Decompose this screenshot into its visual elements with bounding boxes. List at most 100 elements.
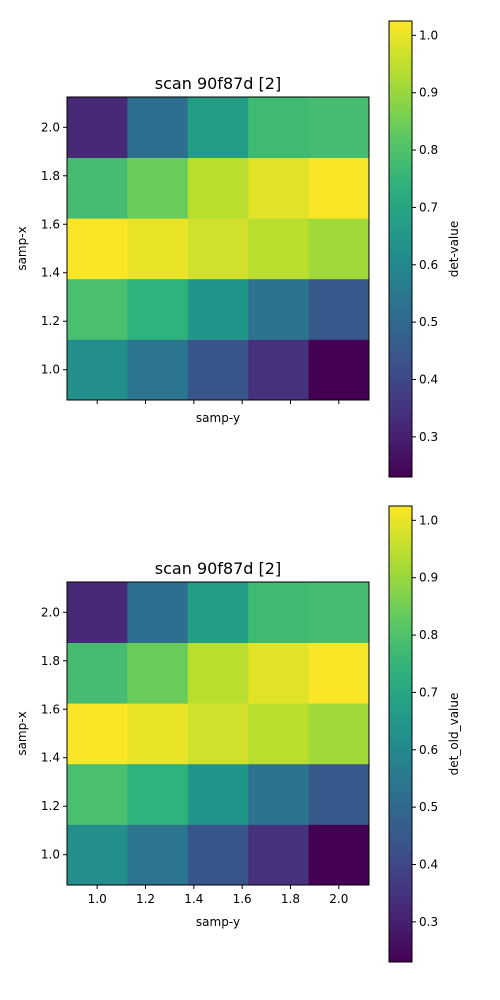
y-tick-label: 1.8 (41, 169, 60, 183)
heatmap-panel-1: 1.0 1.2 1.4 1.6 1.8 2.0 scan 90f87d [2] samp-y s… (15, 20, 461, 478)
colorbar: 0.3 0.4 0.5 0.6 0.7 0.8 0.9 1.0 det_old_value (388, 505, 461, 963)
chart-title: scan 90f87d [2] (155, 74, 281, 93)
x-tick-label: 1.4 (184, 892, 203, 906)
heatmap-cell (127, 339, 189, 401)
heatmap-cell (67, 278, 128, 340)
axes-frame (66, 96, 370, 401)
axes-frame (66, 581, 370, 886)
heatmap-cell (187, 97, 249, 158)
heatmap-cell (187, 278, 249, 340)
heatmap-cell (308, 582, 370, 643)
y-tick-label: 1.4 (41, 751, 60, 765)
colorbar: 0.3 0.4 0.5 0.6 0.7 0.8 0.9 1.0 det-value (388, 20, 461, 478)
heatmap-cell (248, 278, 309, 340)
heatmap-cell (187, 339, 249, 401)
y-axis-label: samp-x (15, 226, 29, 270)
heatmap-cell (67, 97, 128, 158)
heatmap-cell (308, 824, 370, 886)
heatmap-cell (127, 703, 189, 765)
heatmap-cell (248, 642, 309, 704)
colorbar-tick-label: 1.0 (419, 28, 438, 42)
heatmap-cell (248, 339, 309, 401)
heatmap-cell (248, 703, 309, 765)
heatmap-cell (308, 703, 370, 765)
heatmap-cell (67, 157, 128, 219)
colorbar-tick-label: 0.4 (419, 372, 438, 386)
y-tick-label: 1.8 (41, 654, 60, 668)
heatmap-cell (308, 278, 370, 340)
y-tick-label: 1.6 (41, 217, 60, 231)
chart-title: scan 90f87d [2] (155, 559, 281, 578)
heatmap-cell (67, 339, 128, 401)
colorbar-tick-label: 0.9 (419, 571, 438, 585)
heatmap-cell (187, 763, 249, 825)
y-axis-label: samp-x (15, 711, 29, 755)
heatmap-cell (127, 582, 189, 643)
heatmap-cells (67, 97, 370, 401)
y-tick-label: 1.2 (41, 799, 60, 813)
heatmap-cells (67, 582, 370, 886)
colorbar-tick-label: 0.3 (419, 915, 438, 929)
colorbar-tick-label: 1.0 (419, 513, 438, 527)
x-tick-label: 2.0 (329, 892, 348, 906)
heatmap-cell (67, 218, 128, 280)
colorbar-tick-label: 0.9 (419, 86, 438, 100)
heatmap-cell (187, 703, 249, 765)
heatmap-cell (67, 582, 128, 643)
colorbar-tick-label: 0.8 (419, 628, 438, 642)
x-axis-label: samp-y (196, 411, 240, 425)
heatmap-cell (248, 218, 309, 280)
heatmap-cell (67, 703, 128, 765)
colorbar-gradient (388, 505, 413, 963)
colorbar-label: det-value (447, 221, 461, 278)
heatmap-cell (127, 824, 189, 886)
colorbar-tick-label: 0.4 (419, 857, 438, 871)
heatmap-cell (248, 582, 309, 643)
colorbar-label: det_old_value (447, 693, 461, 776)
colorbar-tick-label: 0.7 (419, 200, 438, 214)
heatmap-cell (127, 763, 189, 825)
y-tick-label: 1.0 (41, 848, 60, 862)
heatmap-cell (248, 824, 309, 886)
x-tick-label: 1.2 (136, 892, 155, 906)
heatmap-cell (308, 218, 370, 280)
heatmap-cell (308, 642, 370, 704)
heatmap-cell (127, 218, 189, 280)
y-tick-label: 1.0 (41, 363, 60, 377)
heatmap-cell (127, 97, 189, 158)
colorbar-tick-label: 0.6 (419, 743, 438, 757)
colorbar-tick-label: 0.6 (419, 258, 438, 272)
heatmap-cell (127, 157, 189, 219)
colorbar-gradient (388, 20, 413, 478)
colorbar-tick-label: 0.5 (419, 800, 438, 814)
heatmap-panel-2: 1.0 1.2 1.4 1.6 1.8 2.0 1.0 1.2 1.4 1.6 1.8 2.0 scan… (15, 505, 461, 963)
x-tick-label: 1.8 (281, 892, 300, 906)
x-axis-label: samp-y (196, 915, 240, 929)
y-tick-label: 1.4 (41, 266, 60, 280)
heatmap-cell (308, 157, 370, 219)
heatmap-cell (67, 642, 128, 704)
heatmap-cell (187, 582, 249, 643)
colorbar-tick-label: 0.7 (419, 685, 438, 699)
heatmap-cell (67, 763, 128, 825)
x-tick-label: 1.6 (233, 892, 252, 906)
heatmap-cell (308, 339, 370, 401)
heatmap-cell (308, 763, 370, 825)
heatmap-cell (248, 157, 309, 219)
heatmap-cell (67, 824, 128, 886)
x-tick-label: 1.0 (88, 892, 107, 906)
y-tick-label: 2.0 (41, 605, 60, 619)
y-tick-label: 1.2 (41, 314, 60, 328)
heatmap-cell (248, 763, 309, 825)
y-tick-label: 1.6 (41, 702, 60, 716)
colorbar-tick-label: 0.8 (419, 143, 438, 157)
colorbar-tick-label: 0.3 (419, 430, 438, 444)
heatmap-cell (127, 278, 189, 340)
heatmap-cell (187, 824, 249, 886)
heatmap-cell (187, 642, 249, 704)
heatmap-cell (127, 642, 189, 704)
heatmap-cell (248, 97, 309, 158)
y-tick-label: 2.0 (41, 120, 60, 134)
heatmap-cell (187, 218, 249, 280)
